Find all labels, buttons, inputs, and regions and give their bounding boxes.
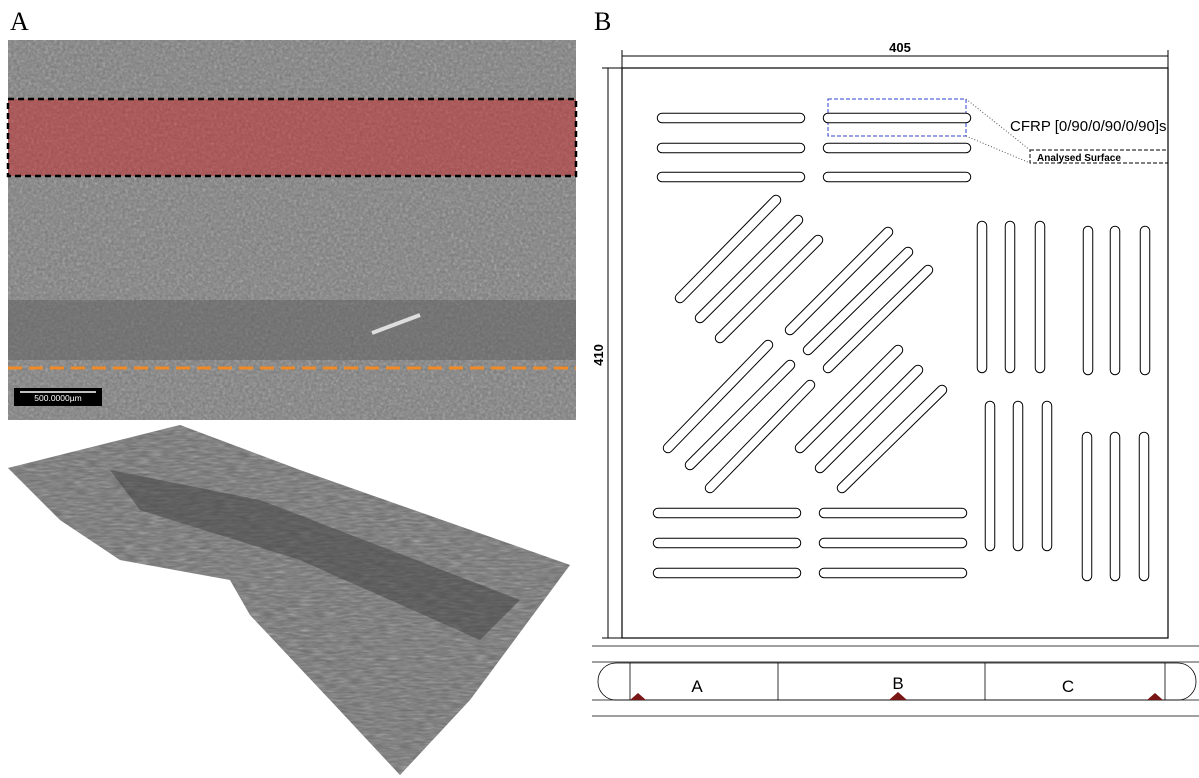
scale-bar-label: 500.0000µm [34,393,81,403]
width-dim: 405 [889,40,911,55]
section-label: B [892,674,903,693]
section-label: A [691,677,703,696]
figure: A 500.0000µm B 405 410 CFRP [0/90/0/90/0… [0,0,1199,778]
supports [630,692,1163,700]
laminate-label: CFRP [0/90/0/90/0/90]s [1010,118,1166,135]
surface-label: Analysed Surface [1037,153,1121,164]
section-label: C [1062,677,1074,696]
panel-label: B [594,7,611,36]
height-dim: 410 [591,344,606,366]
highlight-band [8,99,576,176]
sem-image [8,40,576,420]
slots [658,118,1145,576]
surface-3d [8,425,570,775]
panel-label: A [10,7,29,36]
slot [842,390,942,488]
